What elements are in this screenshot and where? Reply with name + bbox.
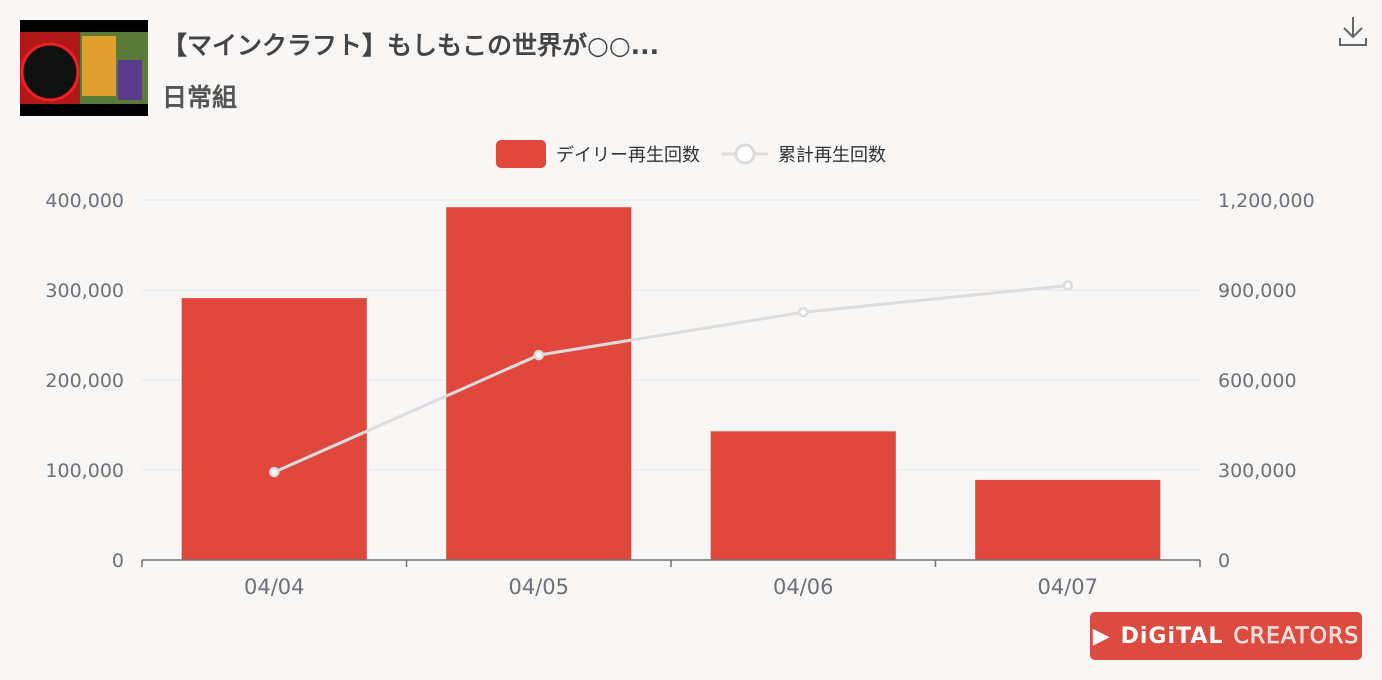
bar-04/04 xyxy=(181,298,367,560)
download-icon[interactable] xyxy=(1336,14,1370,48)
logo-part2: CREATORS xyxy=(1233,623,1360,649)
x-tick-label: 04/05 xyxy=(508,575,569,599)
x-tick-label: 04/04 xyxy=(244,575,305,599)
cumulative-line xyxy=(273,284,1068,474)
channel-name[interactable]: 日常組 xyxy=(162,83,238,112)
x-tick-label: 04/07 xyxy=(1037,575,1098,599)
point-04/04 xyxy=(269,466,280,478)
bar-04/07 xyxy=(975,479,1161,560)
y-right-tick: 300,000 xyxy=(1218,460,1297,482)
point-04/06 xyxy=(798,306,809,318)
legend-label: デイリー再生回数 xyxy=(556,145,700,166)
logo-part1: DiGiTAL xyxy=(1120,623,1224,649)
digital-creators-logo: ▶ DiGiTAL CREATORS xyxy=(1090,612,1362,660)
legend-line-swatch xyxy=(722,143,768,165)
legend-label: 累計再生回数 xyxy=(778,145,886,166)
point-04/05 xyxy=(533,349,544,361)
video-thumbnail[interactable] xyxy=(20,20,148,116)
y-right-tick: 0 xyxy=(1218,550,1230,572)
y-left-tick: 200,000 xyxy=(45,370,124,392)
legend-bar-swatch xyxy=(496,140,546,168)
x-tick-label: 04/06 xyxy=(773,575,834,599)
legend-daily[interactable]: デイリー再生回数 xyxy=(496,140,700,168)
bar-04/06 xyxy=(710,431,896,560)
y-right-tick: 900,000 xyxy=(1218,280,1297,302)
video-title: 【マインクラフト】もしもこの世界が○○... xyxy=(162,31,660,60)
chart-legend: デイリー再生回数 累計再生回数 xyxy=(0,140,1382,168)
y-left-tick: 100,000 xyxy=(45,460,124,482)
y-left-tick: 300,000 xyxy=(45,280,124,302)
y-left-tick: 400,000 xyxy=(45,190,124,212)
y-right-tick: 600,000 xyxy=(1218,370,1297,392)
y-right-tick: 1,200,000 xyxy=(1218,190,1315,212)
thumbnail-image xyxy=(20,32,148,104)
point-04/07 xyxy=(1062,280,1073,291)
legend-cumulative[interactable]: 累計再生回数 xyxy=(722,140,886,168)
y-left-tick: 0 xyxy=(112,550,124,572)
